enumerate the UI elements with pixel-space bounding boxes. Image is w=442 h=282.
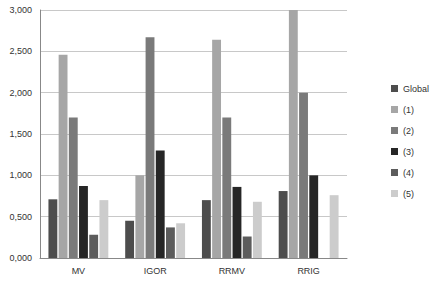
- svg-text:3,000: 3,000: [9, 5, 32, 15]
- svg-text:1,000: 1,000: [9, 170, 32, 180]
- svg-text:(2): (2): [403, 126, 414, 136]
- svg-text:1,500: 1,500: [9, 129, 32, 139]
- svg-text:IGOR: IGOR: [144, 266, 168, 276]
- svg-text:RRMV: RRMV: [219, 266, 246, 276]
- svg-text:0,500: 0,500: [9, 212, 32, 222]
- svg-text:(5): (5): [403, 189, 414, 199]
- svg-text:0,000: 0,000: [9, 253, 32, 263]
- svg-text:2,000: 2,000: [9, 88, 32, 98]
- svg-text:RRIG: RRIG: [297, 266, 320, 276]
- svg-text:(4): (4): [403, 168, 414, 178]
- svg-text:(3): (3): [403, 147, 414, 157]
- svg-text:MV: MV: [72, 266, 86, 276]
- svg-text:2,500: 2,500: [9, 46, 32, 56]
- svg-text:(1): (1): [403, 105, 414, 115]
- svg-text:Global: Global: [403, 84, 429, 94]
